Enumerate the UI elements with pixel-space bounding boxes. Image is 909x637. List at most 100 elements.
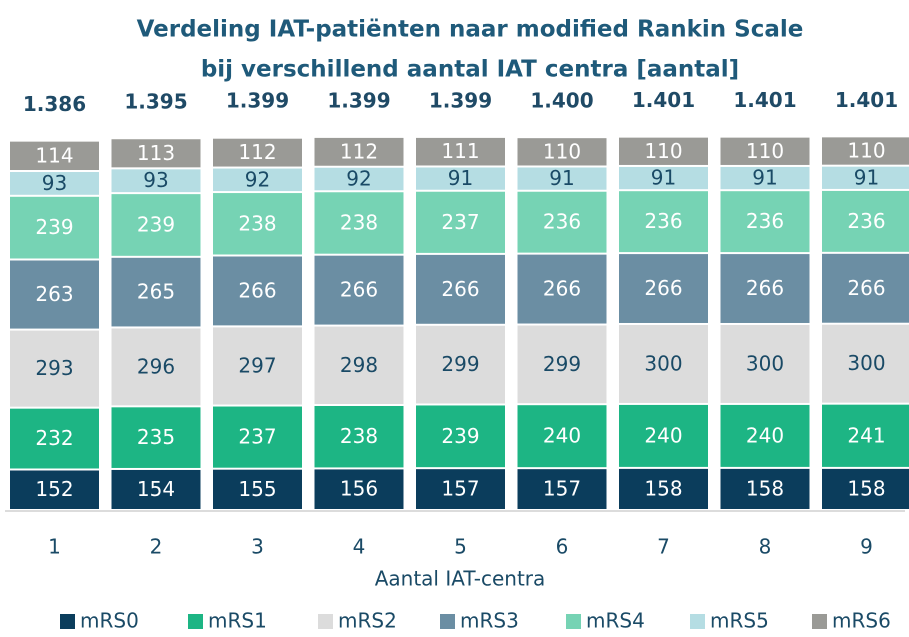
data-label: 237: [441, 210, 479, 234]
bar-segment: [517, 325, 607, 404]
data-label: 238: [340, 210, 378, 234]
data-label: 299: [543, 352, 581, 376]
data-label: 266: [340, 278, 378, 302]
bar-segment: [213, 256, 302, 326]
total-label: 1.399: [327, 89, 390, 113]
bar-segment: [314, 405, 404, 468]
x-tick-label: 4: [353, 535, 366, 559]
data-label: 240: [746, 423, 784, 447]
bar-segment: [10, 330, 99, 407]
bar-segment: [10, 196, 99, 259]
data-label: 300: [847, 351, 885, 375]
chart-title: Verdeling IAT-patiënten naar modified Ra…: [137, 17, 804, 43]
bar-segment: [517, 138, 607, 166]
data-label: 300: [644, 351, 682, 375]
data-label: 239: [35, 215, 73, 239]
legend-swatch: [690, 614, 705, 629]
data-label: 152: [35, 477, 73, 501]
legend-label: mRS2: [338, 609, 397, 633]
data-label: 110: [746, 139, 784, 163]
bar-segment: [111, 194, 201, 256]
data-label: 112: [238, 140, 276, 164]
bar-segment: [416, 469, 505, 509]
data-label: 240: [644, 423, 682, 447]
x-tick-label: 8: [759, 535, 772, 559]
x-tick-label: 2: [150, 535, 163, 559]
data-label: 236: [847, 209, 885, 233]
data-label: 114: [35, 143, 73, 167]
x-tick-label: 5: [454, 535, 467, 559]
data-label: 111: [441, 139, 479, 163]
bar-segment: [619, 324, 708, 403]
bar-segment: [213, 469, 302, 509]
data-label: 299: [441, 352, 479, 376]
data-label: 266: [847, 276, 885, 300]
legend-swatch: [318, 614, 333, 629]
bar-segment: [619, 166, 708, 190]
total-label: 1.386: [23, 92, 86, 116]
bar-segment: [10, 470, 99, 509]
total-label: 1.399: [429, 89, 492, 113]
data-label: 298: [340, 353, 378, 377]
data-label: 92: [346, 167, 371, 191]
data-label: 113: [137, 141, 175, 165]
legend-swatch: [60, 614, 75, 629]
data-label: 236: [543, 210, 581, 234]
bar-segment: [720, 191, 810, 253]
x-axis-label: Aantal IAT-centra: [375, 567, 546, 591]
x-tick-label: 7: [657, 535, 670, 559]
bar-segment: [822, 190, 909, 252]
bar-segment: [720, 468, 810, 509]
bar-segment: [10, 260, 99, 329]
bar-segment: [822, 137, 909, 165]
data-label: 238: [238, 211, 276, 235]
data-label: 110: [543, 139, 581, 163]
bar-segment: [720, 254, 810, 323]
bar-segment: [314, 137, 404, 166]
bar-segment: [213, 168, 302, 192]
data-label: 265: [137, 280, 175, 304]
data-label: 237: [238, 425, 276, 449]
bar-segment: [314, 255, 404, 325]
data-label: 156: [340, 477, 378, 501]
x-tick-label: 3: [251, 535, 264, 559]
bar-segment: [517, 469, 607, 509]
bar-segment: [517, 191, 607, 253]
bar-segment: [314, 192, 404, 254]
data-label: 266: [644, 276, 682, 300]
bar-segment: [314, 167, 404, 191]
data-label: 92: [245, 167, 270, 191]
data-label: 91: [448, 166, 473, 190]
bar-segment: [822, 468, 909, 509]
bar-segment: [619, 191, 708, 253]
x-tick-label: 9: [860, 535, 873, 559]
data-label: 154: [137, 477, 175, 501]
data-label: 266: [441, 277, 479, 301]
bar-segment: [822, 253, 909, 323]
bar-segment: [416, 167, 505, 190]
total-label: 1.401: [835, 88, 898, 112]
data-label: 266: [238, 278, 276, 302]
bar-segment: [720, 324, 810, 403]
data-label: 91: [752, 166, 777, 190]
data-label: 91: [854, 165, 879, 189]
data-label: 266: [543, 277, 581, 301]
total-label: 1.395: [124, 90, 187, 114]
x-tick-label: 1: [48, 535, 61, 559]
bar-segment: [111, 469, 201, 509]
data-label: 266: [746, 276, 784, 300]
total-label: 1.401: [733, 88, 796, 112]
legend-swatch: [812, 614, 827, 629]
data-label: 263: [35, 282, 73, 306]
legend-label: mRS3: [460, 609, 519, 633]
data-label: 91: [549, 166, 574, 190]
bar-segment: [10, 408, 99, 469]
bar-segment: [10, 172, 99, 195]
data-label: 112: [340, 139, 378, 163]
data-label: 93: [42, 171, 67, 195]
data-label: 236: [644, 209, 682, 233]
bar-segment: [111, 169, 201, 193]
bar-segment: [213, 138, 302, 167]
x-tick-label: 6: [556, 535, 569, 559]
